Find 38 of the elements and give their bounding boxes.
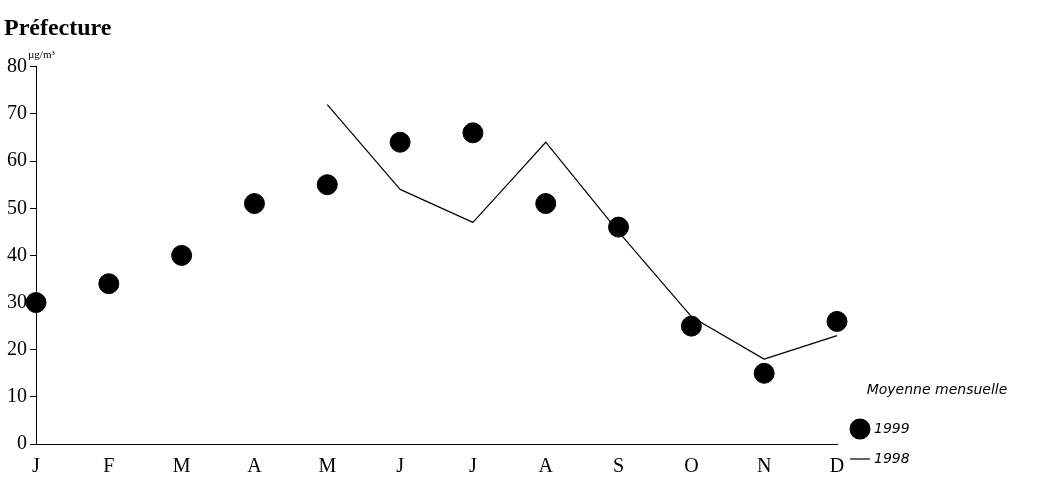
point [316,174,338,196]
point [243,193,265,215]
point [535,193,557,215]
chart-title: Préfecture [4,13,112,40]
x-tick-label: F [103,454,115,477]
x-tick-label: M [318,454,337,477]
x-tick-label: A [247,454,263,477]
point [98,273,120,295]
x-tick-label: M [172,454,191,477]
point [25,292,47,314]
x-tick-label: J [32,454,41,477]
point [753,362,775,384]
x-tick-label: J [469,454,478,477]
y-tick-label: 80 [7,54,27,77]
legend-label: 1999 [874,419,910,436]
legend-label: 1998 [874,449,910,466]
y-tick-label: 20 [7,336,27,359]
y-tick-label: 50 [7,195,27,218]
x-tick-label: A [538,454,554,477]
x-tick-label: D [829,454,845,477]
y-tick-label: 0 [17,431,27,454]
point [608,216,630,238]
y-tick-label: 60 [7,148,27,171]
point [826,310,848,332]
y-tick-label: 70 [7,101,27,124]
point [389,131,411,153]
x-tick-label: J [396,454,405,477]
point [680,315,702,337]
legend-title: Moyenne mensuelle [866,380,1008,397]
y-tick-label: 40 [7,242,27,265]
point [462,122,484,144]
y-axis-title: µg/m³ [28,48,56,61]
y-tick-label: 10 [7,384,27,407]
x-tick-label: N [756,454,772,477]
point [171,244,193,266]
x-tick-label: S [612,454,625,477]
x-tick-label: O [684,454,699,477]
y-tick-label: 30 [7,289,27,312]
